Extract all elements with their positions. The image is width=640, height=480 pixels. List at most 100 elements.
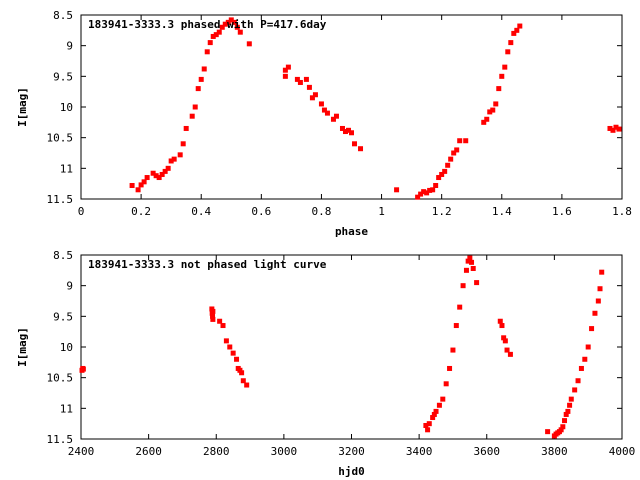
data-point [297, 79, 303, 85]
data-point [481, 119, 487, 125]
data-point [129, 183, 135, 189]
x-tick-label: 0 [78, 205, 85, 218]
data-point [223, 338, 229, 344]
data-point [339, 125, 345, 131]
y-tick-label: 10 [60, 341, 73, 354]
y-tick-label: 9.5 [53, 310, 73, 323]
y-tick-label: 8.5 [53, 249, 73, 262]
x-tick-label: 1.8 [612, 205, 632, 218]
data-point [454, 147, 460, 153]
data-point [318, 101, 324, 107]
data-point [225, 19, 231, 25]
data-point [610, 127, 616, 133]
data-point [312, 92, 318, 98]
data-point [358, 146, 364, 152]
data-point [144, 175, 150, 181]
x-axis-label: hjd0 [338, 465, 365, 478]
data-point [613, 124, 619, 130]
data-point [168, 158, 174, 164]
data-point [440, 396, 446, 402]
data-point [568, 396, 574, 402]
data-point [210, 313, 216, 319]
phased-light-curve-plot: 0 0.2 0.4 0.6 0.8 1 1.2 1.4 1.6 1.8 8.5 9 9.5 10 10.5 1… [16, 9, 632, 238]
data-point [222, 21, 228, 27]
data-point [204, 49, 210, 55]
data-point [578, 365, 584, 371]
y-tick-label: 11 [60, 162, 73, 175]
data-point [572, 387, 578, 393]
x-tick-label: 3400 [406, 445, 433, 458]
data-point [425, 427, 431, 433]
data-point [294, 76, 300, 82]
y-tick-label: 10.5 [47, 372, 74, 385]
data-point [433, 408, 439, 414]
data-point [436, 175, 442, 181]
x-tick-label: 1 [378, 205, 385, 218]
data-point [439, 171, 445, 177]
data-point [418, 191, 424, 197]
data-point [159, 171, 165, 177]
data-point [244, 382, 250, 388]
data-point [469, 259, 475, 265]
data-point [457, 138, 463, 144]
data-point [421, 189, 427, 195]
y-axis-label: I[mag] [16, 327, 29, 367]
y-axis-label: I[mag] [16, 87, 29, 127]
data-point [192, 104, 198, 110]
data-point [508, 40, 514, 46]
data-point [189, 113, 195, 119]
data-point [345, 127, 351, 133]
data-point [239, 370, 245, 376]
data-point [499, 323, 505, 329]
unphased-light-curve-plot: 2400 2600 2800 3000 3200 3400 3600 3800 4000 8.5 9… [16, 249, 635, 478]
data-point [431, 411, 437, 417]
data-point [567, 402, 573, 408]
data-point [585, 344, 591, 350]
plot-title: 183941-3333.3 not phased light curve [88, 258, 327, 271]
data-point [213, 32, 219, 38]
data-point [138, 182, 144, 188]
x-tick-label: 1.4 [492, 205, 512, 218]
data-point [447, 365, 453, 371]
data-point [228, 17, 234, 23]
data-point [450, 347, 456, 353]
data-point [210, 316, 216, 322]
data-point [207, 40, 213, 46]
x-tick-label: 1.6 [552, 205, 572, 218]
data-point [231, 19, 237, 25]
data-point [575, 378, 581, 384]
data-point [180, 141, 186, 147]
data-point [141, 179, 147, 185]
data-point [490, 107, 496, 113]
data-point [234, 24, 240, 30]
y-tick-label: 11.5 [47, 433, 74, 446]
data-point [230, 350, 236, 356]
data-point [460, 283, 466, 289]
data-point [496, 86, 502, 92]
data-point [430, 415, 436, 421]
data-point [599, 269, 605, 275]
data-point [285, 64, 291, 70]
data-point [582, 356, 588, 362]
data-point [436, 402, 442, 408]
data-point [306, 84, 312, 90]
x-tick-label: 0.4 [191, 205, 211, 218]
data-point [220, 323, 226, 329]
data-point [330, 116, 336, 122]
data-point [589, 326, 595, 332]
data-point [463, 138, 469, 144]
data-point [282, 73, 288, 79]
data-point [423, 423, 429, 429]
data-point [195, 86, 201, 92]
data-point [433, 183, 439, 189]
plot-frame [80, 254, 623, 440]
data-point [210, 33, 216, 39]
data-point [219, 24, 225, 30]
data-point [177, 152, 183, 158]
data-point [545, 429, 551, 435]
data-point [342, 129, 348, 135]
data-point [558, 427, 564, 433]
x-tick-label: 3800 [541, 445, 568, 458]
x-tick-label: 3000 [271, 445, 298, 458]
